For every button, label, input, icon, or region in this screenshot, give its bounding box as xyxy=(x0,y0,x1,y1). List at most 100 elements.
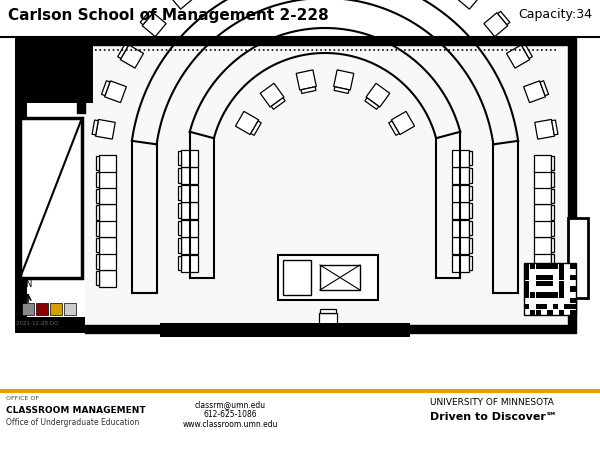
Bar xyxy=(541,304,547,310)
Text: 2021-12-28 DO: 2021-12-28 DO xyxy=(16,320,58,325)
Bar xyxy=(553,264,559,269)
Bar xyxy=(20,119,82,278)
Bar xyxy=(452,255,469,272)
Bar xyxy=(251,122,261,136)
Text: OFFICE OF: OFFICE OF xyxy=(6,395,39,400)
Bar xyxy=(271,99,285,110)
Bar xyxy=(320,265,360,290)
Bar xyxy=(522,45,532,59)
Bar xyxy=(64,303,76,315)
Bar xyxy=(547,275,553,281)
Bar xyxy=(365,99,379,110)
Bar xyxy=(100,172,116,188)
Bar xyxy=(178,221,181,236)
Bar xyxy=(536,304,541,310)
Text: classrm@umn.edu: classrm@umn.edu xyxy=(194,399,266,408)
Bar xyxy=(469,151,472,166)
Bar xyxy=(570,275,576,281)
Bar xyxy=(452,185,469,202)
Bar xyxy=(547,293,553,298)
Bar xyxy=(452,150,469,167)
Bar xyxy=(469,239,472,253)
Bar xyxy=(506,46,530,69)
Bar xyxy=(50,303,62,315)
Bar xyxy=(457,0,481,10)
Text: CLASSROOM MANAGEMENT: CLASSROOM MANAGEMENT xyxy=(6,405,146,414)
Bar xyxy=(570,287,576,292)
Bar xyxy=(551,255,554,269)
Bar xyxy=(533,172,551,188)
Bar xyxy=(469,256,472,271)
Bar xyxy=(178,256,181,271)
Text: 612-625-1086: 612-625-1086 xyxy=(203,409,257,418)
Bar xyxy=(391,112,415,135)
Bar xyxy=(547,281,553,287)
Bar xyxy=(100,204,116,221)
Bar xyxy=(283,260,311,295)
Bar xyxy=(533,155,551,172)
Bar xyxy=(95,271,100,286)
Bar xyxy=(452,202,469,219)
Bar xyxy=(178,187,181,201)
Bar xyxy=(278,256,378,300)
Bar xyxy=(551,156,554,171)
Bar xyxy=(334,71,354,91)
Bar xyxy=(497,12,510,25)
Bar xyxy=(15,38,93,104)
Bar xyxy=(178,239,181,253)
Bar xyxy=(551,206,554,220)
Bar xyxy=(181,255,199,272)
Bar xyxy=(469,221,472,236)
Bar xyxy=(100,221,116,238)
Bar xyxy=(559,293,564,298)
Bar xyxy=(260,84,284,108)
Bar xyxy=(570,304,576,310)
Bar xyxy=(524,275,529,281)
Text: Office of Undergraduate Education: Office of Undergraduate Education xyxy=(6,417,139,426)
Bar xyxy=(547,310,553,315)
Bar xyxy=(559,287,564,292)
Bar xyxy=(570,310,576,315)
Text: Driven to Discover℠: Driven to Discover℠ xyxy=(430,411,557,421)
Bar xyxy=(541,281,547,287)
Bar xyxy=(524,304,529,310)
Bar xyxy=(553,304,559,310)
Bar xyxy=(452,220,469,237)
Bar xyxy=(101,81,110,96)
Bar xyxy=(452,168,469,185)
Bar xyxy=(551,173,554,187)
Bar xyxy=(100,237,116,254)
Bar xyxy=(120,46,143,69)
Bar xyxy=(524,269,529,275)
Bar xyxy=(551,238,554,253)
Bar xyxy=(533,237,551,254)
Text: UNIVERSITY OF MINNESOTA: UNIVERSITY OF MINNESOTA xyxy=(430,397,554,406)
Bar xyxy=(95,238,100,253)
Bar xyxy=(469,169,472,183)
Bar xyxy=(85,46,568,325)
Bar xyxy=(551,222,554,237)
Text: Capacity:34: Capacity:34 xyxy=(518,8,592,21)
Bar xyxy=(140,12,152,25)
Bar xyxy=(95,120,115,140)
Bar xyxy=(570,298,576,304)
Bar xyxy=(536,310,541,315)
Bar xyxy=(296,71,316,91)
Text: Carlson School of Management 2-228: Carlson School of Management 2-228 xyxy=(8,8,329,23)
Bar xyxy=(559,264,564,269)
Text: www.classroom.umn.edu: www.classroom.umn.edu xyxy=(182,419,278,428)
Bar xyxy=(484,13,508,38)
Bar xyxy=(100,155,116,172)
Bar xyxy=(366,84,390,108)
Bar xyxy=(15,104,27,325)
Bar xyxy=(530,264,535,269)
Text: N: N xyxy=(25,279,31,288)
Bar xyxy=(533,254,551,270)
Bar xyxy=(469,187,472,201)
Bar xyxy=(536,281,541,287)
Bar xyxy=(100,270,116,287)
Bar xyxy=(524,293,529,298)
Bar xyxy=(559,275,564,281)
Bar xyxy=(568,219,588,298)
Bar xyxy=(95,156,100,171)
